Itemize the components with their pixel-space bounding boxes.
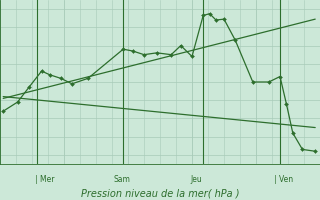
Text: Sam: Sam xyxy=(114,175,131,184)
Text: | Ven: | Ven xyxy=(274,175,293,184)
Text: Pression niveau de la mer( hPa ): Pression niveau de la mer( hPa ) xyxy=(81,188,239,198)
Text: | Mer: | Mer xyxy=(35,175,54,184)
Text: Jeu: Jeu xyxy=(190,175,202,184)
